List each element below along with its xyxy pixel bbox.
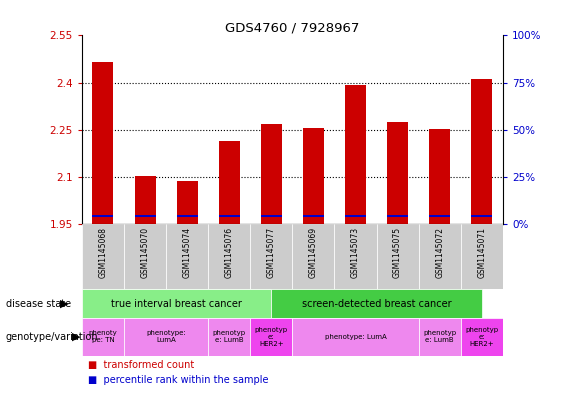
Text: ■  percentile rank within the sample: ■ percentile rank within the sample	[88, 375, 268, 385]
Bar	[261, 215, 282, 217]
Text: true interval breast cancer: true interval breast cancer	[111, 299, 242, 309]
Bar	[303, 128, 324, 224]
Text: GSM1145069: GSM1145069	[309, 227, 318, 278]
Text: screen-detected breast cancer: screen-detected breast cancer	[302, 299, 451, 309]
Bar	[124, 224, 166, 289]
Text: phenotyp
e: LumB: phenotyp e: LumB	[423, 331, 457, 343]
Bar	[219, 215, 240, 217]
Bar	[177, 181, 198, 224]
Bar	[376, 224, 419, 289]
Bar	[93, 62, 114, 224]
Bar	[250, 224, 293, 289]
Bar	[293, 318, 419, 356]
Bar	[261, 124, 282, 224]
Bar	[293, 224, 334, 289]
Text: phenotyp
e:
HER2+: phenotyp e: HER2+	[465, 327, 498, 347]
Bar	[82, 289, 271, 318]
Text: phenotype: LumA: phenotype: LumA	[325, 334, 386, 340]
Text: GSM1145077: GSM1145077	[267, 227, 276, 278]
Bar	[471, 215, 492, 217]
Bar	[166, 224, 208, 289]
Bar	[419, 224, 461, 289]
Bar	[177, 215, 198, 217]
Bar	[334, 224, 376, 289]
Text: GSM1145072: GSM1145072	[435, 227, 444, 278]
Text: ▶: ▶	[72, 332, 80, 342]
Bar	[134, 215, 155, 217]
Bar	[134, 176, 155, 224]
Bar	[461, 224, 503, 289]
Bar	[208, 224, 250, 289]
Bar	[93, 215, 114, 217]
Text: phenotype:
LumA: phenotype: LumA	[146, 331, 186, 343]
Bar	[82, 318, 124, 356]
Text: phenotyp
e: LumB: phenotyp e: LumB	[212, 331, 246, 343]
Bar	[429, 215, 450, 217]
Text: GSM1145076: GSM1145076	[225, 227, 234, 278]
Text: GSM1145070: GSM1145070	[141, 227, 150, 278]
Text: disease state: disease state	[6, 299, 71, 309]
Bar	[208, 318, 250, 356]
Text: genotype/variation: genotype/variation	[6, 332, 98, 342]
Text: GSM1145073: GSM1145073	[351, 227, 360, 278]
Bar	[461, 318, 503, 356]
Text: ▶: ▶	[60, 299, 69, 309]
Bar	[419, 318, 461, 356]
Text: phenotyp
e:
HER2+: phenotyp e: HER2+	[255, 327, 288, 347]
Title: GDS4760 / 7928967: GDS4760 / 7928967	[225, 21, 359, 34]
Bar	[387, 215, 408, 217]
Text: GSM1145075: GSM1145075	[393, 227, 402, 278]
Bar	[303, 215, 324, 217]
Bar	[250, 318, 293, 356]
Bar	[219, 141, 240, 224]
Bar	[124, 318, 208, 356]
Bar	[345, 85, 366, 224]
Text: GSM1145068: GSM1145068	[98, 227, 107, 278]
Bar	[271, 289, 482, 318]
Text: ■  transformed count: ■ transformed count	[88, 360, 194, 370]
Bar	[471, 79, 492, 224]
Bar	[387, 122, 408, 224]
Bar	[82, 224, 124, 289]
Text: phenoty
pe: TN: phenoty pe: TN	[89, 331, 118, 343]
Text: GSM1145074: GSM1145074	[182, 227, 192, 278]
Text: GSM1145071: GSM1145071	[477, 227, 486, 278]
Bar	[345, 215, 366, 217]
Bar	[429, 129, 450, 224]
